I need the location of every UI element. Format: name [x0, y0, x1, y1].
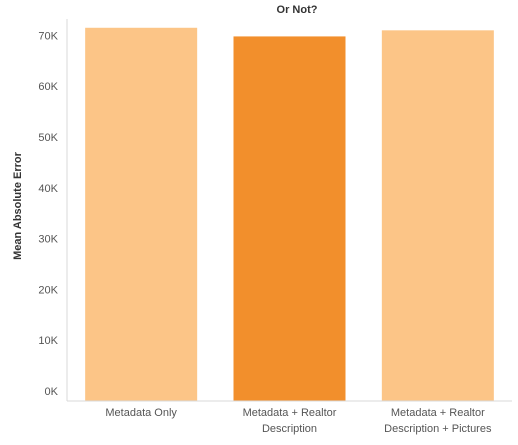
y-tick-label: 30K: [38, 234, 58, 246]
x-tick-label: Metadata + Realtor Description + Pictures: [384, 407, 492, 435]
y-tick-label: 0K: [45, 386, 59, 398]
bar[interactable]: [85, 27, 198, 402]
bars-group: [85, 27, 494, 402]
x-tick-label: Metadata + Realtor Description: [243, 407, 337, 435]
y-axis-ticks: 0K 10K 20K 30K 40K 50K 60K 70K: [38, 30, 58, 398]
x-tick-label: Metadata Only: [105, 407, 177, 419]
y-tick-label: 50K: [38, 132, 58, 144]
y-axis-label: Mean Absolute Error: [12, 151, 24, 259]
y-tick-label: 60K: [38, 81, 58, 93]
y-tick-label: 20K: [38, 284, 58, 296]
y-tick-label: 40K: [38, 183, 58, 195]
chart-title: Or Not?: [277, 4, 318, 16]
y-tick-label: 70K: [38, 30, 58, 42]
bar[interactable]: [381, 30, 494, 401]
y-tick-label: 10K: [38, 335, 58, 347]
bar[interactable]: [233, 36, 346, 401]
x-axis-ticks: Metadata Only Metadata + Realtor Descripti…: [105, 407, 492, 435]
